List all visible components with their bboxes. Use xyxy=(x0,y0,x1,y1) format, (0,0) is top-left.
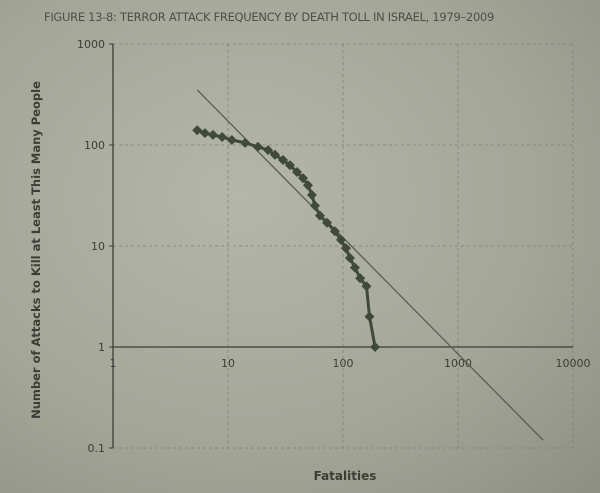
y-tick-label: 100 xyxy=(84,139,105,152)
data-point xyxy=(252,141,263,152)
data-point xyxy=(207,129,218,140)
data-point xyxy=(361,281,372,292)
y-tick-label: 10 xyxy=(91,240,105,253)
data-point xyxy=(310,200,321,211)
y-tick-label: 0.1 xyxy=(88,442,106,455)
data-point xyxy=(226,135,237,146)
axes xyxy=(109,43,573,449)
data-point xyxy=(217,132,228,143)
data-point xyxy=(192,125,203,136)
y-tick-label: 1 xyxy=(98,341,105,354)
data-point xyxy=(349,262,360,273)
x-tick-label: 1 xyxy=(110,357,117,370)
data-point xyxy=(306,189,317,200)
data-point xyxy=(263,145,274,156)
data-point xyxy=(240,137,251,148)
data-point xyxy=(329,226,340,237)
data-point xyxy=(335,234,346,245)
data-points xyxy=(192,125,381,352)
series-line xyxy=(196,128,377,348)
data-point xyxy=(278,155,289,166)
x-tick-label: 10000 xyxy=(556,357,591,370)
x-tick-label: 100 xyxy=(333,357,354,370)
data-point xyxy=(340,243,351,254)
data-point xyxy=(269,149,280,160)
data-point xyxy=(298,173,309,184)
data-point xyxy=(199,128,210,139)
data-point xyxy=(322,217,333,228)
data-point xyxy=(284,160,295,171)
data-point xyxy=(355,273,366,284)
x-axis-label: Fatalities xyxy=(314,469,377,483)
data-point xyxy=(364,311,375,322)
chart-title: FIGURE 13-8: TERROR ATTACK FREQUENCY BY … xyxy=(44,10,494,24)
y-tick-label: 1000 xyxy=(77,38,105,51)
data-point xyxy=(302,180,313,191)
data-point xyxy=(370,342,381,352)
data-point xyxy=(344,253,355,264)
y-axis-label: Number of Attacks to Kill at Least This … xyxy=(29,81,43,419)
data-point xyxy=(291,167,302,178)
x-tick-label: 10 xyxy=(221,357,235,370)
data-point xyxy=(314,210,325,221)
